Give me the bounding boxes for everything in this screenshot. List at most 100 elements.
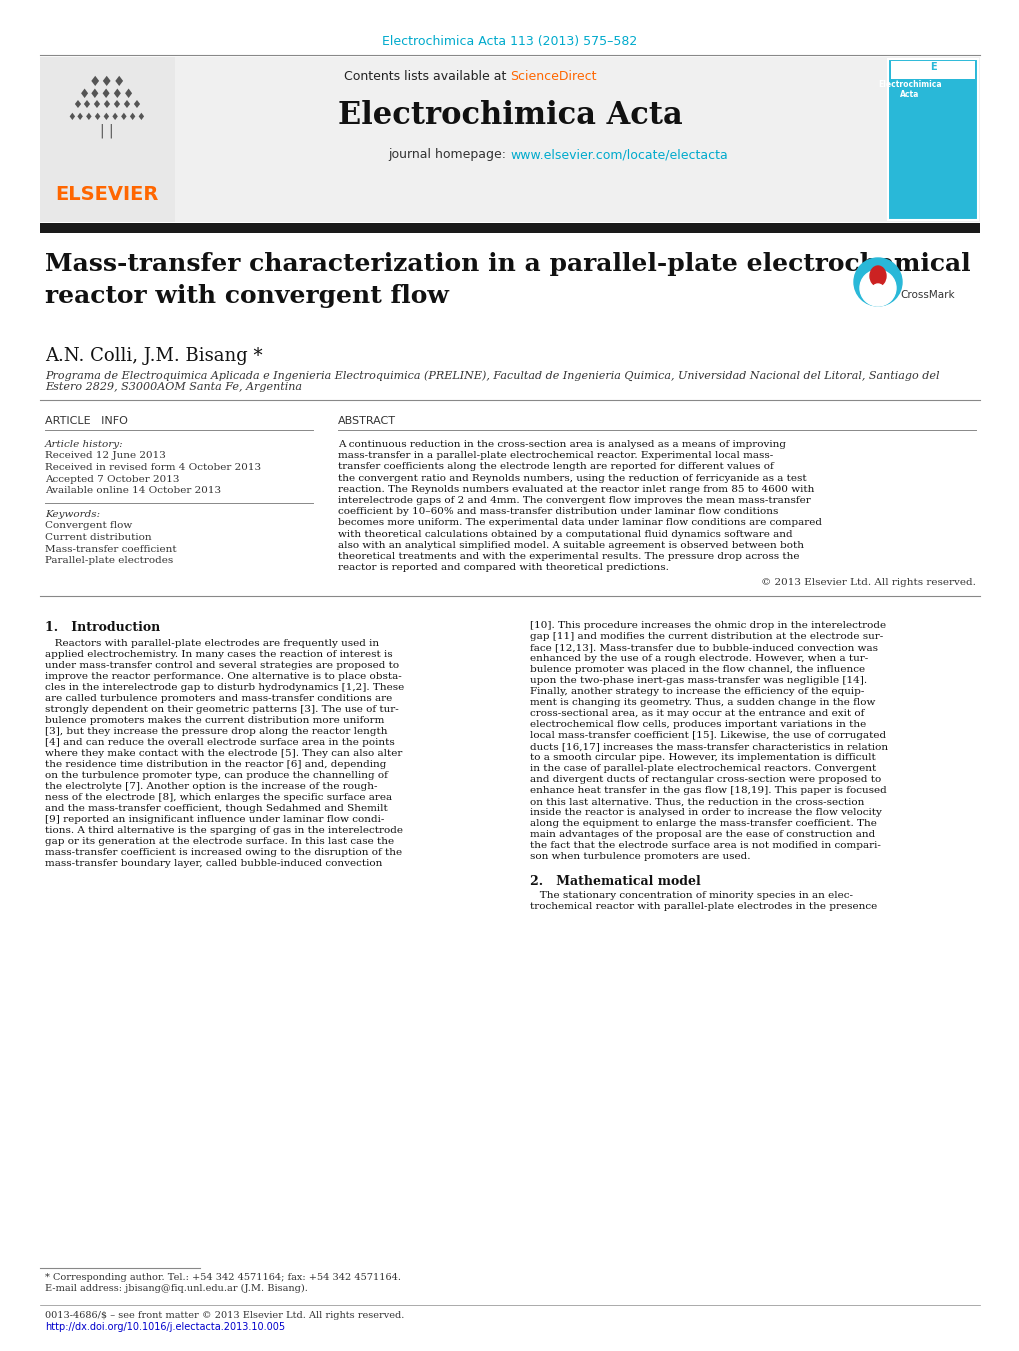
- Text: Estero 2829, S3000AOM Santa Fe, Argentina: Estero 2829, S3000AOM Santa Fe, Argentin…: [45, 382, 302, 392]
- Text: reactor is reported and compared with theoretical predictions.: reactor is reported and compared with th…: [337, 563, 668, 573]
- Text: electrochemical flow cells, produces important variations in the: electrochemical flow cells, produces imp…: [530, 720, 865, 730]
- Text: 2.   Mathematical model: 2. Mathematical model: [530, 875, 700, 889]
- Text: A continuous reduction in the cross-section area is analysed as a means of impro: A continuous reduction in the cross-sect…: [337, 440, 786, 449]
- Text: mass-transfer boundary layer, called bubble-induced convection: mass-transfer boundary layer, called bub…: [45, 859, 382, 869]
- Text: the electrolyte [7]. Another option is the increase of the rough-: the electrolyte [7]. Another option is t…: [45, 782, 377, 792]
- Circle shape: [859, 270, 895, 305]
- Text: on the turbulence promoter type, can produce the channelling of: on the turbulence promoter type, can pro…: [45, 771, 387, 781]
- Text: The stationary concentration of minority species in an elec-: The stationary concentration of minority…: [530, 892, 852, 900]
- Text: Convergent flow: Convergent flow: [45, 521, 132, 531]
- Text: Contents lists available at: Contents lists available at: [343, 70, 510, 82]
- Text: theoretical treatments and with the experimental results. The pressure drop acro: theoretical treatments and with the expe…: [337, 553, 799, 561]
- Text: ♦♦♦♦♦: ♦♦♦♦♦: [78, 88, 135, 101]
- Text: with theoretical calculations obtained by a computational fluid dynamics softwar: with theoretical calculations obtained b…: [337, 530, 792, 539]
- Text: improve the reactor performance. One alternative is to place obsta-: improve the reactor performance. One alt…: [45, 673, 401, 681]
- Text: are called turbulence promoters and mass-transfer conditions are: are called turbulence promoters and mass…: [45, 694, 392, 704]
- Text: A.N. Colli, J.M. Bisang *: A.N. Colli, J.M. Bisang *: [45, 347, 262, 365]
- Text: cles in the interelectrode gap to disturb hydrodynamics [1,2]. These: cles in the interelectrode gap to distur…: [45, 684, 404, 693]
- Text: www.elsevier.com/locate/electacta: www.elsevier.com/locate/electacta: [510, 149, 727, 161]
- Text: also with an analytical simplified model. A suitable agreement is observed betwe: also with an analytical simplified model…: [337, 540, 803, 550]
- Text: bulence promoters makes the current distribution more uniform: bulence promoters makes the current dist…: [45, 716, 384, 725]
- Text: Electrochimica Acta 113 (2013) 575–582: Electrochimica Acta 113 (2013) 575–582: [382, 35, 637, 49]
- Text: and divergent ducts of rectangular cross-section were proposed to: and divergent ducts of rectangular cross…: [530, 775, 880, 785]
- Text: becomes more uniform. The experimental data under laminar flow conditions are co: becomes more uniform. The experimental d…: [337, 519, 821, 527]
- Text: ELSEVIER: ELSEVIER: [55, 185, 158, 204]
- Text: ♦♦♦♦♦♦♦: ♦♦♦♦♦♦♦: [72, 100, 142, 109]
- Text: CrossMark: CrossMark: [899, 290, 954, 300]
- Text: the fact that the electrode surface area is not modified in compari-: the fact that the electrode surface area…: [530, 842, 880, 850]
- Text: * Corresponding author. Tel.: +54 342 4571164; fax: +54 342 4571164.: * Corresponding author. Tel.: +54 342 45…: [45, 1273, 400, 1282]
- Text: Reactors with parallel-plate electrodes are frequently used in: Reactors with parallel-plate electrodes …: [45, 639, 379, 648]
- Text: main advantages of the proposal are the ease of construction and: main advantages of the proposal are the …: [530, 831, 874, 839]
- Text: enhanced by the use of a rough electrode. However, when a tur-: enhanced by the use of a rough electrode…: [530, 654, 867, 663]
- Circle shape: [853, 258, 901, 305]
- Text: cross-sectional area, as it may occur at the entrance and exit of: cross-sectional area, as it may occur at…: [530, 709, 863, 719]
- Text: © 2013 Elsevier Ltd. All rights reserved.: © 2013 Elsevier Ltd. All rights reserved…: [760, 578, 975, 588]
- Text: Electrochimica Acta: Electrochimica Acta: [337, 100, 682, 131]
- Text: http://dx.doi.org/10.1016/j.electacta.2013.10.005: http://dx.doi.org/10.1016/j.electacta.20…: [45, 1323, 285, 1332]
- Text: gap or its generation at the electrode surface. In this last case the: gap or its generation at the electrode s…: [45, 838, 393, 846]
- Text: [10]. This procedure increases the ohmic drop in the interelectrode: [10]. This procedure increases the ohmic…: [530, 621, 886, 631]
- Text: on this last alternative. Thus, the reduction in the cross-section: on this last alternative. Thus, the redu…: [530, 797, 863, 807]
- Text: ABSTRACT: ABSTRACT: [337, 416, 395, 426]
- Text: Received in revised form 4 October 2013: Received in revised form 4 October 2013: [45, 463, 261, 471]
- Text: tions. A third alternative is the sparging of gas in the interelectrode: tions. A third alternative is the spargi…: [45, 827, 403, 835]
- Text: ness of the electrode [8], which enlarges the specific surface area: ness of the electrode [8], which enlarge…: [45, 793, 391, 802]
- Text: Acta: Acta: [900, 91, 919, 99]
- Text: Finally, another strategy to increase the efficiency of the equip-: Finally, another strategy to increase th…: [530, 688, 863, 696]
- Text: face [12,13]. Mass-transfer due to bubble-induced convection was: face [12,13]. Mass-transfer due to bubbl…: [530, 643, 877, 653]
- Text: E: E: [928, 62, 935, 72]
- Text: enhance heat transfer in the gas flow [18,19]. This paper is focused: enhance heat transfer in the gas flow [1…: [530, 786, 886, 796]
- Text: mass-transfer in a parallel-plate electrochemical reactor. Experimental local ma: mass-transfer in a parallel-plate electr…: [337, 451, 772, 461]
- Text: applied electrochemistry. In many cases the reaction of interest is: applied electrochemistry. In many cases …: [45, 650, 392, 659]
- Text: Article history:: Article history:: [45, 440, 123, 449]
- Text: strongly dependent on their geometric patterns [3]. The use of tur-: strongly dependent on their geometric pa…: [45, 705, 398, 715]
- Text: ♦♦♦♦♦♦♦♦♦: ♦♦♦♦♦♦♦♦♦: [67, 112, 147, 122]
- Text: reaction. The Reynolds numbers evaluated at the reactor inlet range from 85 to 4: reaction. The Reynolds numbers evaluated…: [337, 485, 813, 494]
- Text: Accepted 7 October 2013: Accepted 7 October 2013: [45, 474, 179, 484]
- Text: Available online 14 October 2013: Available online 14 October 2013: [45, 486, 221, 494]
- Text: son when turbulence promoters are used.: son when turbulence promoters are used.: [530, 852, 750, 862]
- Text: to a smooth circular pipe. However, its implementation is difficult: to a smooth circular pipe. However, its …: [530, 754, 875, 762]
- Text: and the mass-transfer coefficient, though Sedahmed and Shemilt: and the mass-transfer coefficient, thoug…: [45, 804, 387, 813]
- Text: Programa de Electroquimica Aplicada e Ingenieria Electroquimica (PRELINE), Facul: Programa de Electroquimica Aplicada e In…: [45, 370, 938, 381]
- Text: Keywords:: Keywords:: [45, 509, 100, 519]
- Text: the convergent ratio and Reynolds numbers, using the reduction of ferricyanide a: the convergent ratio and Reynolds number…: [337, 474, 806, 482]
- Text: E-mail address: jbisang@fiq.unl.edu.ar (J.M. Bisang).: E-mail address: jbisang@fiq.unl.edu.ar (…: [45, 1283, 308, 1293]
- Bar: [891, 61, 974, 78]
- Text: under mass-transfer control and several strategies are proposed to: under mass-transfer control and several …: [45, 662, 398, 670]
- Text: [3], but they increase the pressure drop along the reactor length: [3], but they increase the pressure drop…: [45, 727, 387, 736]
- Text: journal homepage:: journal homepage:: [387, 149, 510, 161]
- Text: 1.   Introduction: 1. Introduction: [45, 621, 160, 635]
- Bar: [40, 223, 979, 232]
- Ellipse shape: [871, 284, 883, 296]
- Bar: [40, 57, 979, 222]
- Text: coefficient by 10–60% and mass-transfer distribution under laminar flow conditio: coefficient by 10–60% and mass-transfer …: [337, 507, 777, 516]
- Text: Mass-transfer characterization in a parallel-plate electrochemical
reactor with : Mass-transfer characterization in a para…: [45, 253, 970, 308]
- Text: mass-transfer coefficient is increased owing to the disruption of the: mass-transfer coefficient is increased o…: [45, 848, 401, 858]
- Ellipse shape: [869, 266, 886, 286]
- Text: | |: | |: [100, 123, 114, 138]
- Bar: [888, 59, 977, 220]
- Text: [4] and can reduce the overall electrode surface area in the points: [4] and can reduce the overall electrode…: [45, 739, 394, 747]
- Text: Mass-transfer coefficient: Mass-transfer coefficient: [45, 544, 176, 554]
- Text: Received 12 June 2013: Received 12 June 2013: [45, 451, 166, 461]
- Bar: [40, 57, 175, 222]
- Text: along the equipment to enlarge the mass-transfer coefficient. The: along the equipment to enlarge the mass-…: [530, 820, 876, 828]
- Text: inside the reactor is analysed in order to increase the flow velocity: inside the reactor is analysed in order …: [530, 808, 881, 817]
- Text: in the case of parallel-plate electrochemical reactors. Convergent: in the case of parallel-plate electroche…: [530, 765, 875, 773]
- Text: the residence time distribution in the reactor [6] and, depending: the residence time distribution in the r…: [45, 761, 386, 770]
- Text: 0013-4686/$ – see front matter © 2013 Elsevier Ltd. All rights reserved.: 0013-4686/$ – see front matter © 2013 El…: [45, 1310, 404, 1320]
- Text: ScienceDirect: ScienceDirect: [510, 70, 596, 82]
- Text: [9] reported an insignificant influence under laminar flow condi-: [9] reported an insignificant influence …: [45, 816, 384, 824]
- Text: trochemical reactor with parallel-plate electrodes in the presence: trochemical reactor with parallel-plate …: [530, 902, 876, 912]
- Text: Parallel-plate electrodes: Parallel-plate electrodes: [45, 557, 173, 565]
- Text: local mass-transfer coefficient [15]. Likewise, the use of corrugated: local mass-transfer coefficient [15]. Li…: [530, 731, 886, 740]
- Text: ment is changing its geometry. Thus, a sudden change in the flow: ment is changing its geometry. Thus, a s…: [530, 698, 874, 708]
- Text: ducts [16,17] increases the mass-transfer characteristics in relation: ducts [16,17] increases the mass-transfe…: [530, 743, 888, 751]
- Text: gap [11] and modifies the current distribution at the electrode sur-: gap [11] and modifies the current distri…: [530, 632, 882, 642]
- Text: bulence promoter was placed in the flow channel, the influence: bulence promoter was placed in the flow …: [530, 666, 864, 674]
- Text: where they make contact with the electrode [5]. They can also alter: where they make contact with the electro…: [45, 750, 401, 758]
- Text: ARTICLE   INFO: ARTICLE INFO: [45, 416, 127, 426]
- Text: ♦♦♦: ♦♦♦: [89, 76, 125, 89]
